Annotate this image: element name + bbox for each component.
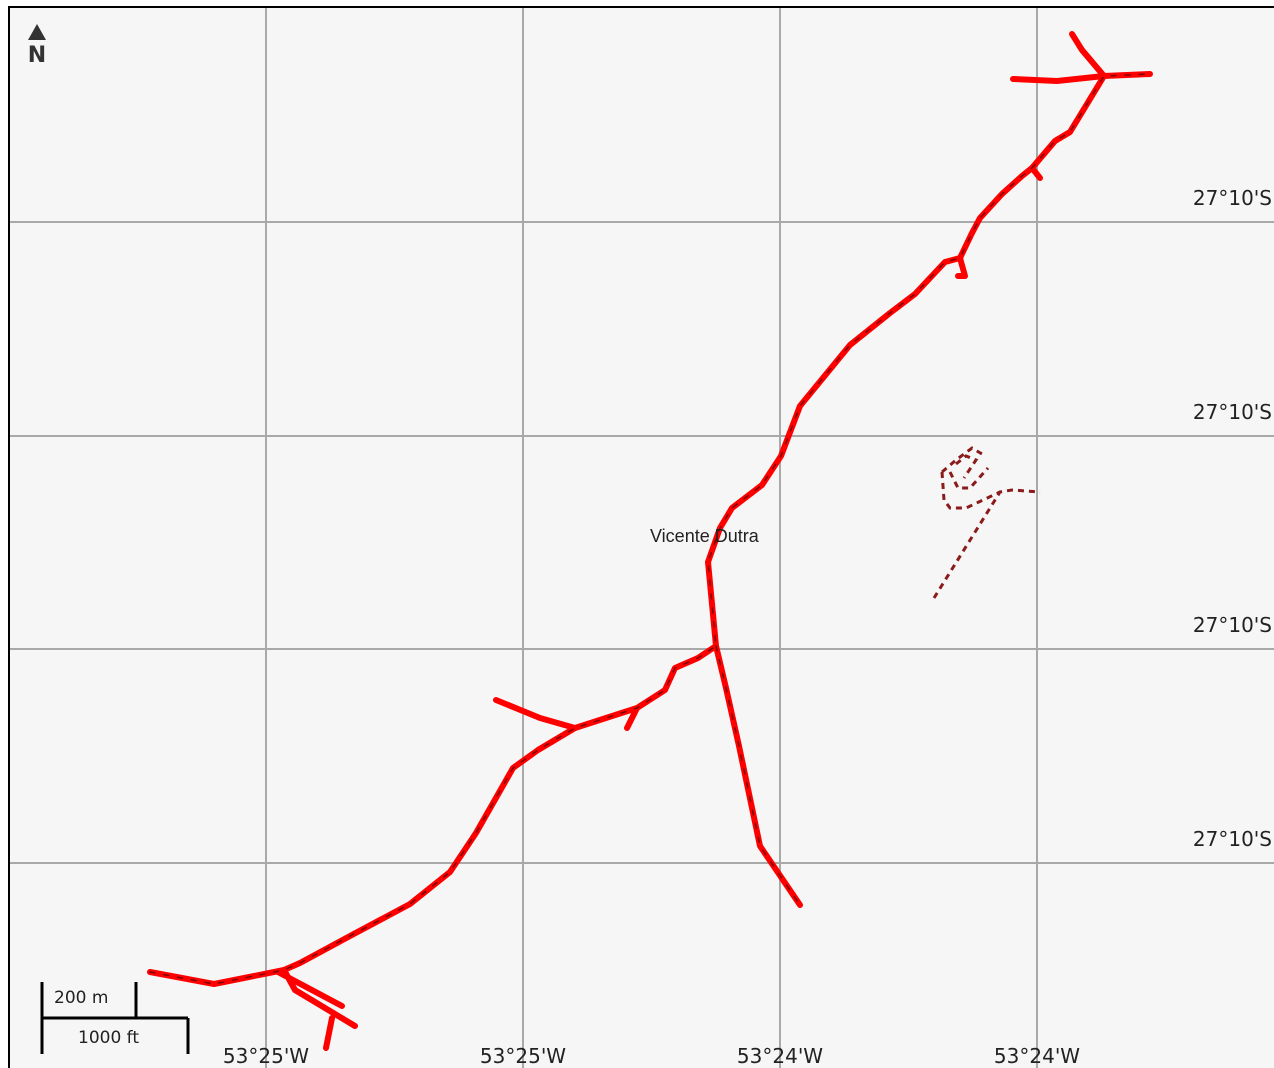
road-network[interactable]: [147, 31, 1153, 1051]
scale-imperial-label: 1000 ft: [78, 1028, 140, 1048]
road-spur-1[interactable]: [1029, 165, 1043, 181]
latitude-label: 27°10'S: [1192, 186, 1272, 210]
minor-track[interactable]: [932, 446, 1041, 599]
north-indicator: N: [22, 22, 52, 68]
road-main-casing: [149, 73, 1151, 985]
north-arrow-icon: [28, 24, 46, 40]
latitude-label: 27°10'S: [1192, 613, 1272, 637]
track-loop-4[interactable]: [955, 454, 979, 479]
track-loop-3[interactable]: [948, 466, 990, 490]
longitude-label: 53°25'W: [479, 1044, 567, 1068]
road-north-branch-north[interactable]: [1069, 31, 1107, 79]
longitude-label: 53°24'W: [736, 1044, 824, 1068]
scale-bar-graphic: [40, 982, 190, 1054]
latitude-label: 27°10'S: [1192, 827, 1272, 851]
road-north-branch-west[interactable]: [1010, 73, 1107, 84]
graticule: [10, 8, 1274, 1068]
road-south-branch[interactable]: [713, 643, 803, 908]
road-spur-3[interactable]: [624, 705, 640, 731]
track-loop-1[interactable]: [940, 471, 1001, 510]
scale-bar: 200 m 1000 ft: [40, 980, 210, 1068]
road-spur-2[interactable]: [955, 255, 968, 279]
north-letter: N: [27, 43, 47, 68]
scale-metric-label: 200 m: [54, 988, 109, 1008]
place-label[interactable]: Vicente Dutra: [650, 526, 759, 546]
map-canvas[interactable]: 27°10'S 27°10'S 27°10'S 27°10'S 53°25'W …: [8, 6, 1274, 1068]
map-layer: [10, 8, 1274, 1068]
road-west-spur[interactable]: [493, 697, 578, 731]
longitude-label: 53°25'W: [222, 1044, 310, 1068]
road-southwest-3[interactable]: [323, 1015, 335, 1051]
road-southwest-2[interactable]: [275, 969, 345, 1009]
road-south-branch-casing: [715, 645, 801, 906]
longitude-label: 53°24'W: [993, 1044, 1081, 1068]
track-loop-2[interactable]: [941, 446, 983, 474]
latitude-label: 27°10'S: [1192, 400, 1272, 424]
